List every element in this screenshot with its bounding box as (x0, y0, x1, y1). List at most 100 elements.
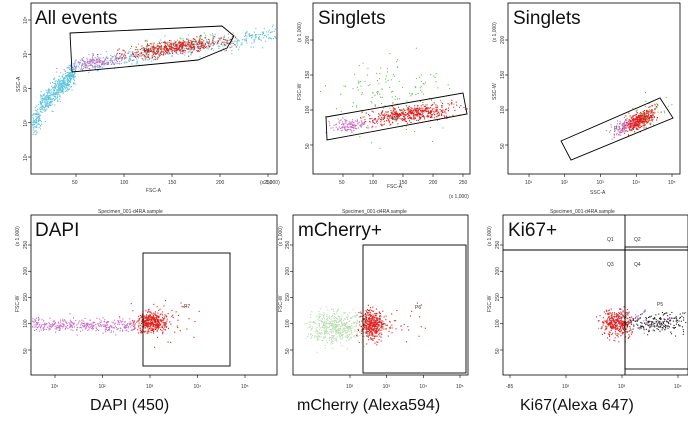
event-dot (145, 330, 147, 332)
event-dot (450, 103, 452, 105)
event-dot (352, 309, 354, 311)
event-dot (69, 72, 71, 74)
event-dot (343, 327, 345, 329)
event-dot (149, 327, 151, 329)
event-dot (342, 124, 344, 126)
event-dot (74, 73, 76, 75)
event-dot (343, 322, 345, 324)
event-dot (60, 86, 62, 88)
event-dot (184, 44, 186, 46)
event-dot (39, 101, 41, 103)
event-dot (376, 317, 378, 319)
event-dot (328, 337, 330, 339)
event-dot (364, 321, 366, 323)
event-dot (116, 63, 118, 65)
event-dot (236, 42, 238, 44)
event-dot (621, 129, 623, 131)
event-dot (158, 320, 160, 322)
event-dot (346, 317, 348, 319)
event-dot (399, 113, 401, 115)
event-dot (419, 117, 421, 119)
event-dot (74, 64, 76, 66)
event-dot (652, 110, 654, 112)
scatter-points-singlets-fsc (319, 47, 468, 149)
event-dot (81, 58, 83, 60)
event-dot (451, 103, 453, 105)
event-dot (377, 318, 379, 320)
event-dot (101, 64, 103, 66)
event-dot (36, 105, 38, 107)
panel-title-dapi: DAPI (35, 220, 79, 241)
event-dot (114, 325, 116, 327)
event-dot (137, 320, 139, 322)
event-dot (190, 46, 192, 48)
event-dot (643, 125, 645, 127)
event-dot (366, 335, 368, 337)
event-dot (146, 48, 148, 50)
event-dot (178, 40, 180, 42)
event-dot (223, 35, 225, 37)
event-dot (144, 50, 146, 52)
event-dot (336, 325, 338, 327)
event-dot (654, 109, 656, 111)
event-dot (145, 51, 147, 53)
event-dot (346, 331, 348, 333)
event-dot (647, 111, 649, 113)
event-dot (184, 47, 186, 49)
event-dot (370, 100, 372, 102)
event-dot (161, 49, 163, 51)
event-dot (611, 138, 613, 140)
event-dot (98, 330, 100, 332)
event-dot (118, 320, 120, 322)
event-dot (645, 109, 647, 111)
event-dot (338, 121, 340, 123)
tick-label: 10² (23, 119, 29, 127)
event-dot (421, 116, 423, 118)
event-dot (378, 328, 380, 330)
event-dot (650, 116, 652, 118)
event-dot (140, 317, 142, 319)
event-dot (371, 110, 373, 112)
event-dot (640, 114, 642, 116)
event-dot (56, 91, 58, 93)
event-dot (52, 93, 54, 95)
event-dot (166, 320, 168, 322)
event-dot (162, 318, 164, 320)
event-dot (357, 320, 359, 322)
event-dot (402, 113, 404, 115)
event-dot (47, 89, 49, 91)
event-dot (644, 124, 646, 126)
event-dot (177, 45, 179, 47)
event-dot (34, 126, 36, 128)
event-dot (40, 324, 42, 326)
event-dot (254, 37, 256, 39)
event-dot (107, 321, 109, 323)
gate-p7 (142, 252, 231, 367)
event-dot (177, 319, 179, 321)
event-dot (644, 114, 646, 116)
event-dot (344, 330, 346, 332)
event-dot (345, 119, 347, 121)
event-dot (175, 51, 177, 53)
event-dot (102, 57, 104, 59)
event-dot (63, 80, 65, 82)
event-dot (71, 72, 73, 74)
event-dot (146, 56, 148, 58)
event-dot (166, 46, 168, 48)
event-dot (45, 98, 47, 100)
event-dot (54, 86, 56, 88)
event-dot (68, 84, 70, 86)
event-dot (310, 334, 312, 336)
event-dot (71, 78, 73, 80)
event-dot (632, 119, 634, 121)
event-dot (113, 327, 115, 329)
tick-label: 250 (23, 240, 29, 249)
y-axis-label: FSC-W (297, 83, 303, 100)
event-dot (180, 46, 182, 48)
event-dot (158, 309, 160, 311)
event-dot (356, 128, 358, 130)
event-dot (44, 322, 46, 324)
event-dot (626, 122, 628, 124)
scatter-points-all-events (32, 24, 277, 136)
event-dot (67, 74, 69, 76)
